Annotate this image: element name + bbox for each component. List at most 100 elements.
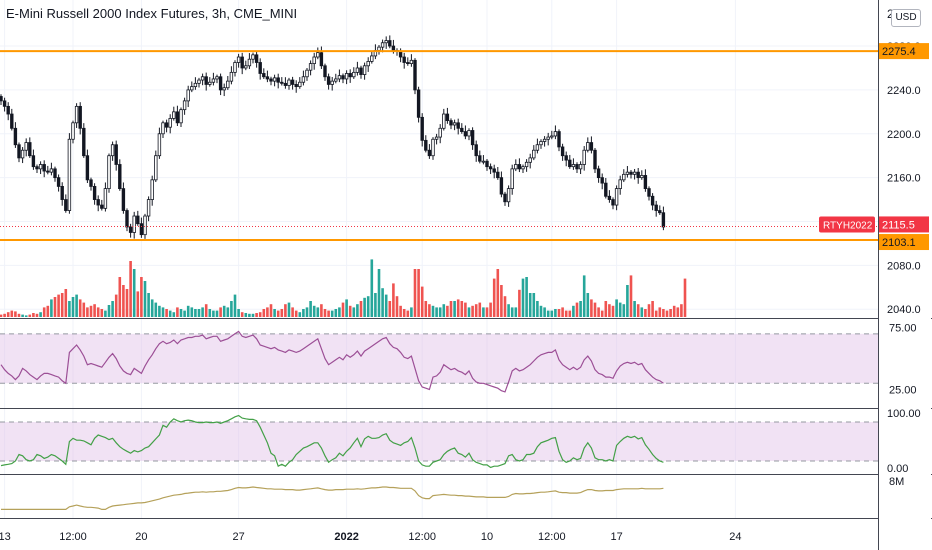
- level-price-label-bg: [879, 43, 929, 60]
- candle-body: [262, 73, 266, 78]
- candle-body: [197, 79, 201, 84]
- candle-body: [449, 120, 453, 126]
- candle-body: [10, 113, 14, 129]
- volume-bar: [525, 277, 528, 317]
- volume-bar: [158, 305, 161, 317]
- volume-bar: [597, 307, 600, 317]
- volume-bar: [669, 309, 672, 317]
- volume-bar: [528, 293, 532, 317]
- price-axis[interactable]: 22040.02080.02120.02160.02200.02240.0228…: [819, 0, 931, 550]
- candle-body: [200, 76, 205, 81]
- level-price-label: 2275.4: [882, 46, 916, 58]
- candle-body: [629, 171, 633, 175]
- volume-bar: [514, 307, 518, 317]
- volume-bar: [510, 307, 514, 317]
- candle-body: [139, 223, 144, 236]
- volume-bar: [17, 313, 21, 317]
- candle-body: [452, 122, 457, 126]
- volume-bar: [230, 301, 233, 317]
- currency-button[interactable]: USD: [891, 9, 921, 27]
- candle-body: [611, 199, 615, 206]
- candle-body: [226, 80, 230, 89]
- volume-bar: [96, 307, 100, 317]
- price-tick-label: 2240.0: [887, 85, 921, 97]
- candle-body: [420, 116, 424, 141]
- volume-bar: [60, 293, 64, 317]
- candle-body: [168, 118, 172, 128]
- volume-bar: [316, 307, 320, 317]
- candle-body: [312, 56, 316, 65]
- accumulation-tick-label: 8M: [889, 476, 904, 488]
- volume-bar: [680, 304, 683, 317]
- volume-bar: [251, 313, 255, 317]
- candle-body: [2, 100, 7, 107]
- volume-bar: [460, 301, 464, 317]
- time-axis[interactable]: 13 12:00 20 27 2022 12:00 10 12:00 17 24: [0, 531, 742, 543]
- volume-bar: [89, 305, 93, 317]
- horizontal-levels[interactable]: [0, 50, 878, 242]
- candle-body: [568, 159, 572, 168]
- volume-bar: [341, 302, 345, 317]
- candle-body: [582, 149, 586, 165]
- volume-bar: [348, 305, 352, 317]
- candle-body: [28, 142, 32, 157]
- volume-bar: [111, 301, 114, 317]
- candle-body: [571, 164, 576, 168]
- candle-body: [56, 177, 61, 187]
- price-tick-label: 2040.0: [887, 304, 921, 316]
- candle-body: [161, 122, 165, 135]
- candle-body: [391, 45, 396, 51]
- candle-body: [377, 46, 381, 51]
- time-tick-label: 2022: [334, 531, 358, 543]
- volume-bar: [104, 310, 107, 317]
- volume-bar: [384, 294, 388, 317]
- candle-body: [308, 63, 313, 71]
- volume-bar: [125, 289, 129, 317]
- candle-body: [132, 215, 136, 233]
- candle-body: [150, 179, 154, 200]
- candle-body: [330, 80, 334, 85]
- volume-bar: [496, 269, 500, 317]
- candle-body: [114, 144, 118, 165]
- candle-body: [208, 81, 212, 85]
- candle-body: [352, 71, 356, 78]
- candle-body: [186, 89, 190, 102]
- candle-body: [319, 52, 324, 67]
- candle-body: [632, 171, 637, 175]
- candle-body: [236, 56, 241, 63]
- candle-body: [661, 212, 666, 228]
- volume-bar: [179, 309, 183, 317]
- volume-bar: [424, 301, 428, 317]
- volume-bar: [24, 315, 28, 317]
- price-candles[interactable]: [0, 35, 666, 239]
- volume-bar: [42, 307, 46, 317]
- volume-bar: [374, 293, 377, 317]
- volume-bar: [359, 301, 363, 317]
- candle-body: [341, 75, 345, 80]
- candle-body: [301, 76, 306, 83]
- candle-body: [233, 62, 237, 73]
- volume-bar: [417, 269, 420, 317]
- candle-body: [290, 79, 295, 85]
- volume-bar: [640, 307, 644, 317]
- chart-title: E-Mini Russell 2000 Index Futures, 3h, C…: [6, 6, 298, 21]
- volume-bar: [291, 307, 294, 317]
- candle-body: [380, 42, 385, 48]
- volume-bar: [118, 277, 122, 317]
- candle-body: [640, 175, 644, 179]
- volume-bar: [377, 269, 381, 317]
- time-tick-label: 12:00: [408, 531, 436, 543]
- candle-body: [442, 113, 446, 129]
- volume-bar: [654, 310, 658, 317]
- volume-bar: [611, 305, 615, 317]
- volume-bar: [276, 310, 280, 317]
- volume-bar: [53, 297, 57, 317]
- candle-body: [92, 186, 97, 200]
- candle-body: [546, 136, 550, 140]
- volume-bar: [64, 289, 68, 317]
- volume-bar: [431, 305, 435, 317]
- candle-body: [636, 171, 640, 179]
- volume-bar: [320, 304, 323, 317]
